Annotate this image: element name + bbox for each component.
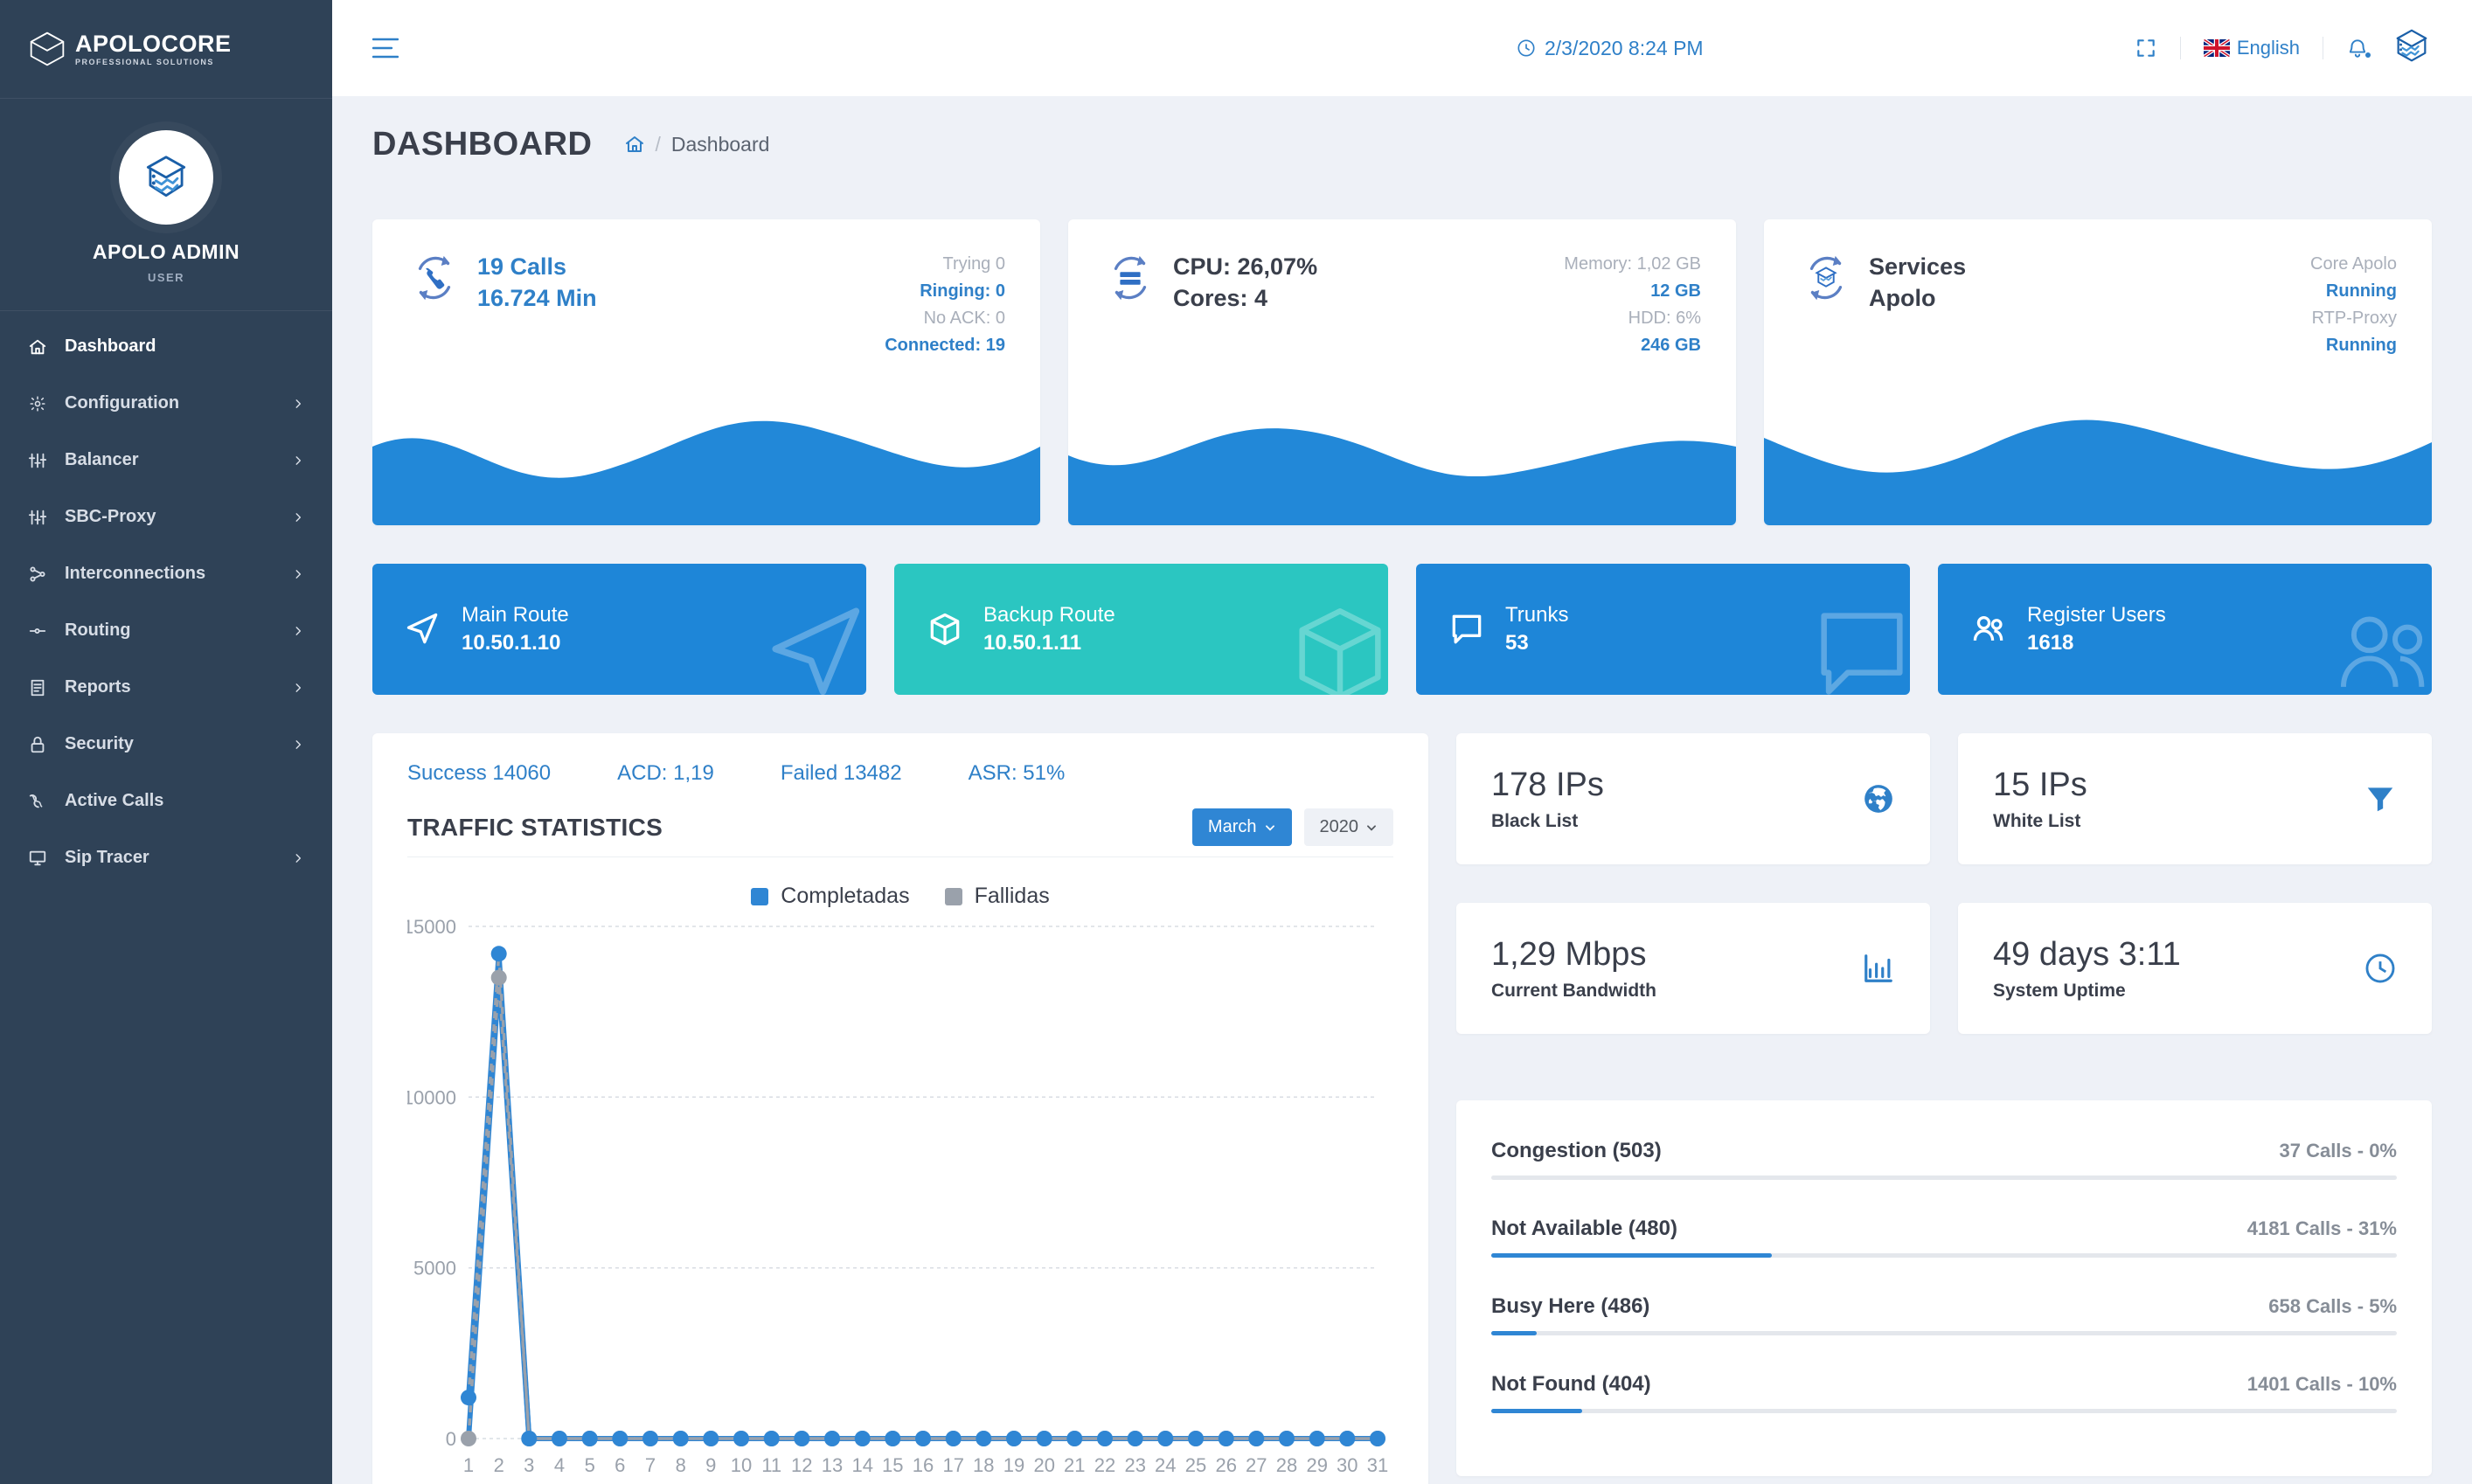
svg-text:6: 6 [615, 1454, 625, 1476]
svg-text:19: 19 [1003, 1454, 1024, 1476]
svg-text:15: 15 [882, 1454, 903, 1476]
svg-text:25: 25 [1185, 1454, 1206, 1476]
svg-text:9: 9 [705, 1454, 716, 1476]
svg-text:11: 11 [761, 1454, 781, 1476]
svg-text:20: 20 [1033, 1454, 1054, 1476]
svg-text:26: 26 [1215, 1454, 1236, 1476]
svg-text:16: 16 [913, 1454, 934, 1476]
svg-text:4: 4 [554, 1454, 565, 1476]
svg-text:13: 13 [822, 1454, 843, 1476]
svg-text:2: 2 [494, 1454, 504, 1476]
svg-text:0: 0 [446, 1428, 456, 1450]
svg-text:21: 21 [1064, 1454, 1085, 1476]
svg-text:18: 18 [973, 1454, 994, 1476]
svg-text:12: 12 [791, 1454, 812, 1476]
svg-text:14: 14 [851, 1454, 872, 1476]
svg-text:31: 31 [1367, 1454, 1388, 1476]
svg-text:24: 24 [1155, 1454, 1176, 1476]
svg-text:17: 17 [942, 1454, 963, 1476]
svg-text:5000: 5000 [413, 1258, 456, 1279]
svg-text:23: 23 [1124, 1454, 1145, 1476]
svg-text:28: 28 [1276, 1454, 1297, 1476]
svg-text:8: 8 [676, 1454, 686, 1476]
svg-text:29: 29 [1306, 1454, 1327, 1476]
svg-text:22: 22 [1094, 1454, 1115, 1476]
svg-text:27: 27 [1246, 1454, 1267, 1476]
svg-text:30: 30 [1337, 1454, 1358, 1476]
svg-text:5: 5 [585, 1454, 595, 1476]
svg-text:10000: 10000 [407, 1086, 456, 1108]
svg-text:10: 10 [731, 1454, 752, 1476]
svg-text:1: 1 [463, 1454, 474, 1476]
svg-text:7: 7 [645, 1454, 656, 1476]
svg-text:3: 3 [524, 1454, 534, 1476]
svg-text:15000: 15000 [407, 918, 456, 938]
